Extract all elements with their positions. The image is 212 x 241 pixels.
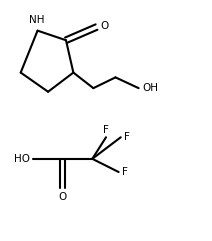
Text: HO: HO xyxy=(14,154,30,164)
Text: O: O xyxy=(59,192,67,202)
Text: O: O xyxy=(100,21,109,31)
Text: F: F xyxy=(103,125,109,135)
Text: F: F xyxy=(122,167,127,177)
Text: OH: OH xyxy=(142,83,158,93)
Text: NH: NH xyxy=(29,15,44,25)
Text: F: F xyxy=(124,132,130,142)
